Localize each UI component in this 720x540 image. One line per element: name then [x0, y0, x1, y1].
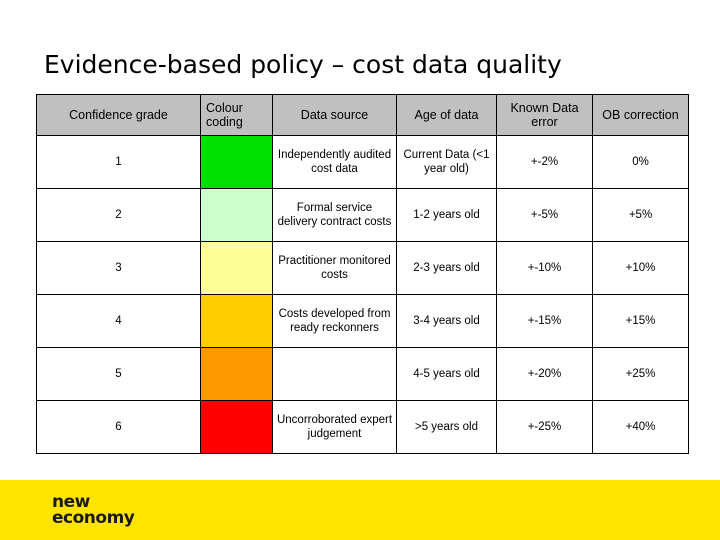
age-of-data-cell: >5 years old: [396, 400, 497, 454]
header-colour-coding: Colour coding: [200, 94, 273, 136]
colour-swatch: [200, 294, 273, 348]
age-of-data-cell: 4-5 years old: [396, 347, 497, 401]
ob-correction-cell: +10%: [592, 241, 689, 295]
data-source-cell: Practitioner monitored costs: [272, 241, 397, 295]
age-of-data-cell: 1-2 years old: [396, 188, 497, 242]
known-error-cell: +-20%: [496, 347, 593, 401]
ob-correction-cell: +25%: [592, 347, 689, 401]
header-data-source: Data source: [272, 94, 397, 136]
ob-correction-cell: +15%: [592, 294, 689, 348]
header-confidence-grade: Confidence grade: [36, 94, 201, 136]
confidence-grade-cell: 6: [36, 400, 201, 454]
data-source-cell: Uncorroborated expert judgement: [272, 400, 397, 454]
confidence-grade-cell: 4: [36, 294, 201, 348]
footer-bar: [0, 480, 720, 540]
table-row: 6 Uncorroborated expert judgement >5 yea…: [36, 400, 689, 454]
known-error-cell: +-10%: [496, 241, 593, 295]
table-row: 3 Practitioner monitored costs 2-3 years…: [36, 241, 689, 295]
ob-correction-cell: +5%: [592, 188, 689, 242]
table-row: 5 4-5 years old +-20% +25%: [36, 347, 689, 401]
colour-swatch: [200, 400, 273, 454]
header-age-of-data: Age of data: [396, 94, 497, 136]
slide-title: Evidence-based policy – cost data qualit…: [44, 50, 562, 79]
table-row: 2 Formal service delivery contract costs…: [36, 188, 689, 242]
confidence-grade-cell: 5: [36, 347, 201, 401]
new-economy-logo: new economy: [52, 492, 135, 528]
known-error-cell: +-5%: [496, 188, 593, 242]
colour-swatch: [200, 241, 273, 295]
known-error-cell: +-2%: [496, 135, 593, 189]
known-error-cell: +-25%: [496, 400, 593, 454]
age-of-data-cell: 3-4 years old: [396, 294, 497, 348]
header-known-data-error: Known Data error: [496, 94, 593, 136]
data-source-cell: Independently audited cost data: [272, 135, 397, 189]
table-row: 4 Costs developed from ready reckonners …: [36, 294, 689, 348]
ob-correction-cell: 0%: [592, 135, 689, 189]
age-of-data-cell: 2-3 years old: [396, 241, 497, 295]
confidence-grade-cell: 3: [36, 241, 201, 295]
data-source-cell: Costs developed from ready reckonners: [272, 294, 397, 348]
cost-data-quality-table: Confidence grade Colour coding Data sour…: [36, 94, 689, 454]
age-of-data-cell: Current Data (<1 year old): [396, 135, 497, 189]
logo-line-new: new: [52, 492, 90, 512]
header-ob-correction: OB correction: [592, 94, 689, 136]
colour-swatch: [200, 135, 273, 189]
colour-swatch: [200, 188, 273, 242]
ob-correction-cell: +40%: [592, 400, 689, 454]
colour-swatch: [200, 347, 273, 401]
known-error-cell: +-15%: [496, 294, 593, 348]
table-header-row: Confidence grade Colour coding Data sour…: [36, 94, 689, 136]
confidence-grade-cell: 1: [36, 135, 201, 189]
data-source-cell: Formal service delivery contract costs: [272, 188, 397, 242]
confidence-grade-cell: 2: [36, 188, 201, 242]
data-source-cell: [272, 347, 397, 401]
table-row: 1 Independently audited cost data Curren…: [36, 135, 689, 189]
logo-line-economy: economy: [52, 508, 135, 528]
